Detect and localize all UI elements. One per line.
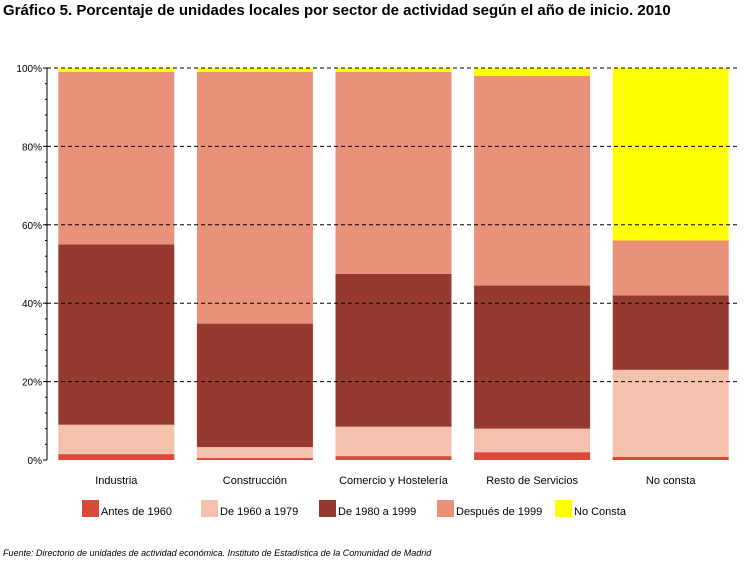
chart-svg: Industria Construcción Comercio y Hosteler…	[16, 64, 740, 487]
bar-segment-1-3	[196, 71, 313, 324]
bar-segment-4-2	[612, 295, 729, 370]
legend-swatch	[201, 500, 218, 517]
chart-title: Gráfico 5. Porcentaje de unidades locale…	[3, 2, 671, 19]
category-label-1: Construcción	[223, 475, 287, 487]
bar-segment-3-0	[474, 452, 591, 460]
bar-segment-3-2	[474, 285, 591, 429]
legend-label: Antes de 1960	[101, 506, 172, 518]
legend-swatch	[319, 500, 336, 517]
bar-segment-1-1	[196, 447, 313, 459]
legend-label: De 1960 a 1979	[220, 506, 299, 518]
category-label-0: Industria	[95, 475, 138, 487]
bar-segment-2-4	[335, 68, 452, 72]
bar-segment-4-3	[612, 240, 729, 296]
legend-label: No Consta	[574, 506, 626, 518]
y-tick-label-3: 60%	[22, 221, 42, 232]
y-tick-label-0: 0%	[28, 456, 43, 467]
y-tick-label-1: 20%	[22, 378, 42, 389]
y-tick-label-2: 40%	[22, 299, 42, 310]
bar-segment-2-2	[335, 273, 452, 427]
bar-segment-3-1	[474, 428, 591, 453]
bar-segment-1-0	[196, 458, 313, 460]
legend-swatch	[82, 500, 99, 517]
bar-segment-1-2	[196, 323, 313, 448]
category-label-3: Resto de Servicios	[486, 475, 578, 487]
legend-swatch	[555, 500, 572, 517]
legend-label: De 1980 a 1999	[338, 506, 417, 518]
y-tick-label-5: 100%	[16, 64, 42, 75]
bar-segment-2-1	[335, 426, 452, 457]
bar-segment-4-4	[612, 68, 729, 241]
bar-segment-2-3	[335, 71, 452, 274]
bar-segment-1-4	[196, 68, 313, 72]
bar-segment-2-0	[335, 456, 452, 460]
bar-segment-4-1	[612, 369, 729, 457]
chart-legend: Antes de 1960 De 1960 a 1979 De 1980 a 199…	[82, 500, 742, 522]
bar-segment-0-2	[58, 244, 175, 425]
legend-label: Después de 1999	[456, 506, 543, 518]
bar-segment-3-3	[474, 75, 591, 286]
source-note: Fuente: Directorio de unidades de activi…	[3, 548, 432, 558]
bar-segment-0-0	[58, 454, 175, 460]
bar-segment-4-0	[612, 456, 729, 460]
category-label-2: Comercio y Hostelería	[339, 475, 449, 487]
bar-segment-0-3	[58, 71, 175, 245]
y-tick-label-4: 80%	[22, 142, 42, 153]
bar-segment-0-1	[58, 424, 175, 455]
category-label-4: No consta	[646, 475, 696, 487]
bar-segment-3-4	[474, 68, 591, 76]
legend-swatch	[437, 500, 454, 517]
bar-segment-0-4	[58, 68, 175, 72]
